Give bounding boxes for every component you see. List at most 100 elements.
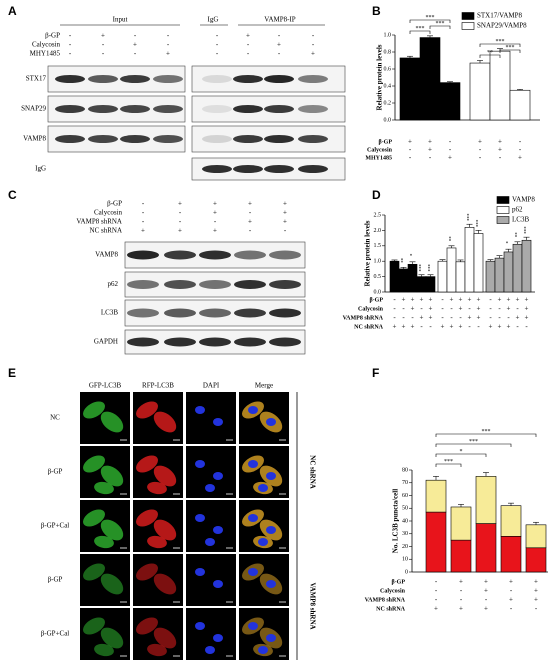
- condition-sign: +: [248, 200, 252, 208]
- micrograph: [186, 500, 236, 552]
- group-header: Input: [113, 16, 128, 24]
- nucleus: [248, 406, 258, 414]
- legend-label: SNAP29/VAMP8: [477, 22, 527, 30]
- cell: [94, 643, 114, 657]
- condition-sign: +: [411, 305, 415, 313]
- condition-sign: +: [534, 596, 538, 604]
- cell: [136, 563, 158, 581]
- panel-letter: B: [372, 4, 381, 18]
- micrograph: [80, 554, 130, 606]
- nucleus: [258, 538, 268, 546]
- y-tick-label: 2.0: [374, 228, 382, 234]
- condition-sign: +: [507, 296, 511, 304]
- cell: [136, 455, 158, 473]
- condition-sign: -: [312, 32, 315, 40]
- condition-sign: +: [434, 605, 438, 613]
- condition-sign: -: [450, 314, 453, 322]
- band: [164, 280, 196, 289]
- y-axis-label: Relative protein levels: [364, 220, 372, 286]
- condition-label: MHY1485: [30, 50, 61, 58]
- bar: [509, 89, 531, 121]
- band: [199, 337, 231, 347]
- condition-label: Calycosin: [367, 147, 393, 153]
- condition-sign: +: [459, 305, 463, 313]
- nucleus: [195, 406, 205, 414]
- condition-sign: +: [477, 296, 481, 304]
- condition-sign: -: [420, 305, 423, 313]
- bar: [425, 276, 436, 293]
- condition-sign: -: [102, 41, 105, 49]
- bar: [398, 268, 409, 293]
- band: [120, 75, 150, 83]
- band: [153, 105, 183, 113]
- condition-sign: -: [479, 154, 482, 162]
- condition-sign: -: [134, 32, 137, 40]
- condition-sign: -: [284, 227, 287, 235]
- condition-sign: -: [216, 50, 219, 58]
- condition-sign: -: [214, 218, 217, 226]
- band: [234, 280, 266, 289]
- micrograph: [133, 608, 183, 660]
- band: [269, 280, 301, 289]
- cell: [100, 573, 124, 595]
- condition-sign: +: [507, 323, 511, 331]
- micrograph: [239, 608, 289, 660]
- band: [264, 165, 294, 173]
- cell: [100, 627, 124, 649]
- panel-letter: F: [372, 366, 379, 380]
- cell: [100, 411, 124, 433]
- y-tick-label: 60: [402, 493, 408, 499]
- band: [127, 250, 159, 260]
- significance: *: [411, 253, 416, 256]
- band: [127, 337, 159, 347]
- y-tick-label: 1.0: [384, 32, 392, 38]
- condition-sign: -: [449, 146, 452, 154]
- condition-label: β-GP: [45, 32, 60, 40]
- nucleus: [195, 622, 205, 630]
- row-label: β-GP+Cal: [41, 630, 70, 638]
- condition-sign: +: [408, 138, 412, 146]
- bar-segment: [475, 523, 497, 573]
- band: [127, 280, 159, 289]
- condition-sign: -: [247, 50, 250, 58]
- condition-sign: -: [167, 41, 170, 49]
- bar-segment: [500, 535, 522, 573]
- bar: [469, 62, 491, 121]
- bar: [503, 251, 514, 293]
- bar: [473, 233, 484, 293]
- micrograph: [80, 446, 130, 498]
- condition-sign: -: [402, 305, 405, 313]
- cell: [100, 519, 124, 541]
- bar: [455, 261, 466, 293]
- y-tick-label: 0.8: [384, 49, 392, 55]
- significance: ***: [506, 45, 515, 51]
- condition-sign: -: [249, 209, 252, 217]
- condition-sign: -: [516, 323, 519, 331]
- image-bg: [186, 392, 236, 444]
- micrograph: [133, 392, 183, 444]
- bar: [521, 239, 532, 293]
- condition-sign: -: [216, 32, 219, 40]
- condition-sign: -: [441, 314, 444, 322]
- bar-segment: [450, 506, 472, 541]
- cell: [136, 617, 158, 635]
- bar-segment: [525, 524, 547, 549]
- nucleus: [248, 460, 258, 468]
- condition-sign: +: [411, 296, 415, 304]
- condition-sign: +: [213, 200, 217, 208]
- significance: *: [507, 240, 512, 243]
- condition-sign: -: [420, 323, 423, 331]
- y-tick-label: 20: [402, 544, 408, 550]
- significance: **: [402, 257, 407, 263]
- condition-sign: -: [499, 154, 502, 162]
- condition-sign: +: [101, 32, 105, 40]
- condition-sign: -: [411, 314, 414, 322]
- y-tick-label: 70: [402, 480, 408, 486]
- nucleus: [195, 514, 205, 522]
- condition-sign: +: [509, 596, 513, 604]
- band: [264, 135, 294, 143]
- condition-sign: +: [402, 323, 406, 331]
- legend-swatch: [461, 12, 475, 20]
- band: [202, 165, 232, 173]
- image-bg: [186, 554, 236, 606]
